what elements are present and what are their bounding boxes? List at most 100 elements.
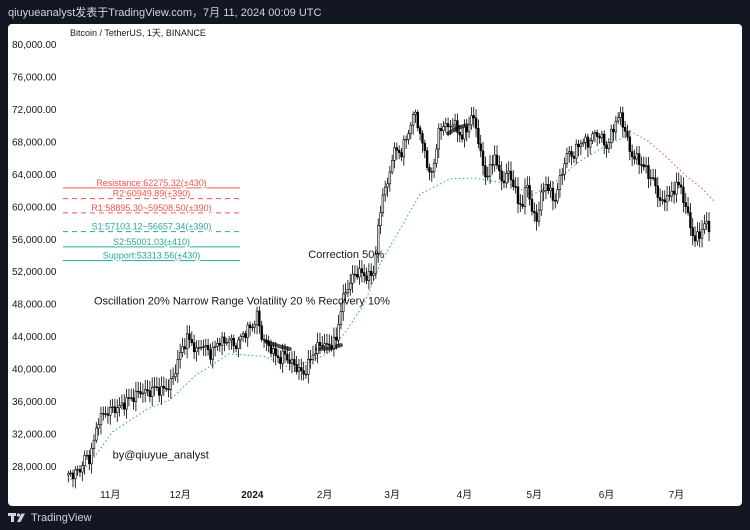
candle[interactable] [281,343,284,373]
candle[interactable] [367,263,371,290]
candle[interactable] [279,350,282,370]
candle[interactable] [388,166,392,192]
candle[interactable] [311,345,315,365]
candle[interactable] [442,120,445,136]
candle[interactable] [563,157,566,181]
candle[interactable] [323,333,326,354]
candle[interactable] [458,124,461,143]
candle[interactable] [76,465,79,476]
candle[interactable] [668,185,671,202]
candle[interactable] [549,180,552,198]
candle[interactable] [505,163,508,189]
candle[interactable] [509,161,513,189]
candle[interactable] [565,147,569,169]
candle[interactable] [658,188,662,207]
candle[interactable] [300,358,303,381]
candle[interactable] [556,182,559,205]
candle[interactable] [139,382,142,399]
candle[interactable] [633,149,636,165]
candle[interactable] [689,202,692,236]
candle[interactable] [92,434,96,457]
candle[interactable] [397,145,401,160]
candle[interactable] [99,406,103,435]
candle[interactable] [309,349,312,369]
candle[interactable] [498,155,501,180]
candle[interactable] [376,218,380,263]
candle[interactable] [474,109,478,138]
candle[interactable] [519,194,522,213]
candle[interactable] [493,145,496,172]
candle[interactable] [484,156,487,185]
candle[interactable] [542,182,545,202]
candle[interactable] [74,466,77,489]
candle[interactable] [554,193,557,209]
candle[interactable] [619,106,622,126]
candle[interactable] [679,175,683,195]
candle[interactable] [561,167,564,185]
candle[interactable] [591,131,594,145]
candle[interactable] [460,127,464,143]
candle[interactable] [346,279,350,297]
candle[interactable] [700,220,704,248]
candle[interactable] [640,156,643,174]
candle[interactable] [293,350,296,373]
candle[interactable] [623,121,627,139]
candle[interactable] [83,450,86,475]
candle[interactable] [304,365,308,379]
candle[interactable] [276,348,280,363]
candle[interactable] [614,115,618,140]
candle[interactable] [307,350,310,384]
candle[interactable] [407,129,410,145]
candle[interactable] [248,321,252,337]
candle[interactable] [213,340,217,357]
candle[interactable] [351,265,354,293]
candle[interactable] [644,157,648,174]
candle[interactable] [507,161,510,183]
candle[interactable] [551,180,555,211]
candle[interactable] [239,333,242,350]
candle[interactable] [705,212,708,230]
candle[interactable] [251,323,254,332]
candle[interactable] [90,442,93,474]
candle[interactable] [370,263,373,285]
candle[interactable] [260,320,263,342]
candle[interactable] [297,358,301,380]
candle[interactable] [227,335,231,350]
candle[interactable] [190,331,194,346]
candle[interactable] [607,138,611,153]
candle[interactable] [537,201,541,227]
candle[interactable] [134,381,138,412]
candle[interactable] [216,337,219,351]
candle[interactable] [451,118,454,130]
candle[interactable] [353,265,357,283]
candle[interactable] [109,399,112,425]
candle[interactable] [85,450,89,460]
candle[interactable] [586,133,590,157]
candle[interactable] [593,129,597,143]
candle[interactable] [635,146,639,165]
candle[interactable] [314,344,317,362]
candle[interactable] [95,421,98,444]
candle[interactable] [123,394,126,416]
candle[interactable] [544,176,548,200]
candle[interactable] [628,130,632,161]
candle[interactable] [104,406,107,418]
candle[interactable] [365,267,368,285]
tradingview-brand[interactable]: TradingView [8,512,92,524]
candle[interactable] [654,169,657,194]
candle[interactable] [132,388,135,410]
candle[interactable] [111,398,114,413]
candle[interactable] [491,155,494,175]
candle[interactable] [421,130,424,153]
candle[interactable] [262,334,266,348]
candle[interactable] [230,334,233,350]
candle[interactable] [258,306,261,334]
candle[interactable] [325,333,329,354]
candle[interactable] [116,399,119,422]
candle[interactable] [274,341,277,366]
candle[interactable] [295,356,298,375]
candle[interactable] [568,146,571,163]
candle[interactable] [160,376,163,405]
candle[interactable] [703,214,706,235]
candle[interactable] [244,330,247,343]
